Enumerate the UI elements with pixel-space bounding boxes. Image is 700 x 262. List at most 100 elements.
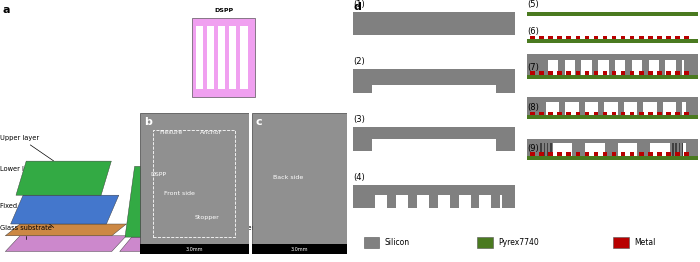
Bar — [548, 36, 553, 39]
Bar — [566, 71, 571, 75]
Bar — [648, 36, 652, 39]
Bar — [603, 152, 608, 156]
Bar — [630, 112, 634, 115]
Bar — [229, 26, 237, 89]
Bar — [539, 152, 544, 156]
Bar — [367, 195, 375, 208]
Text: Metal: Metal — [634, 238, 655, 247]
Bar — [541, 61, 685, 75]
Bar — [679, 143, 680, 156]
Bar — [676, 71, 680, 75]
Bar — [566, 36, 571, 39]
Bar — [612, 71, 616, 75]
Polygon shape — [6, 224, 127, 236]
Bar — [617, 102, 624, 115]
Bar — [630, 71, 634, 75]
Bar — [540, 143, 553, 156]
Text: Lower layer: Lower layer — [0, 166, 53, 191]
Text: b: b — [144, 117, 152, 127]
Bar — [140, 244, 248, 254]
Bar — [566, 152, 571, 156]
Bar — [548, 152, 553, 156]
Bar — [372, 139, 496, 151]
Bar — [621, 36, 625, 39]
Bar — [539, 71, 544, 75]
Bar — [603, 36, 608, 39]
Bar — [639, 71, 643, 75]
Text: (5): (5) — [527, 0, 539, 9]
Bar — [541, 61, 547, 75]
Bar — [592, 61, 598, 75]
Text: (1): (1) — [353, 0, 365, 9]
Text: Flexure: Flexure — [144, 154, 216, 168]
Bar — [195, 26, 203, 89]
Bar — [557, 71, 562, 75]
Text: (7): (7) — [527, 63, 539, 72]
Text: Anchor: Anchor — [199, 130, 222, 135]
Bar — [575, 112, 580, 115]
Bar — [621, 112, 625, 115]
Bar — [572, 143, 585, 156]
Text: Flexure: Flexure — [160, 130, 183, 135]
Text: Stopper: Stopper — [205, 225, 256, 231]
Bar — [657, 152, 662, 156]
Bar — [584, 71, 589, 75]
Bar — [666, 71, 671, 75]
Bar — [363, 237, 379, 248]
Bar — [682, 143, 683, 156]
Text: DSPP: DSPP — [151, 172, 167, 177]
Text: (8): (8) — [527, 103, 539, 112]
Bar — [527, 156, 699, 160]
Bar — [477, 237, 493, 248]
Bar — [672, 143, 673, 156]
Bar — [612, 36, 616, 39]
Bar — [676, 112, 680, 115]
Bar — [621, 71, 625, 75]
Polygon shape — [10, 195, 119, 224]
Bar — [548, 71, 553, 75]
Text: c: c — [256, 117, 262, 127]
Bar — [387, 195, 396, 208]
Bar — [598, 102, 604, 115]
Bar — [648, 112, 652, 115]
Bar — [630, 152, 634, 156]
Bar — [685, 36, 689, 39]
Bar — [603, 71, 608, 75]
Bar — [240, 26, 248, 89]
Bar — [353, 127, 515, 151]
Text: DSPP: DSPP — [214, 8, 233, 13]
Bar — [206, 26, 214, 89]
Bar — [353, 195, 367, 208]
Bar — [540, 102, 686, 115]
Bar — [550, 143, 552, 156]
Bar — [540, 143, 686, 156]
Bar — [685, 152, 689, 156]
Bar — [657, 71, 662, 75]
Bar — [605, 143, 617, 156]
Bar — [353, 185, 515, 195]
Text: (6): (6) — [527, 27, 539, 36]
Polygon shape — [6, 236, 127, 252]
Polygon shape — [120, 237, 228, 252]
Bar — [218, 26, 225, 89]
Bar — [557, 36, 562, 39]
Bar — [575, 61, 581, 75]
Bar — [527, 54, 699, 75]
Bar — [648, 71, 652, 75]
Bar — [557, 152, 562, 156]
Bar — [657, 102, 663, 115]
Bar — [670, 143, 682, 156]
Text: a: a — [3, 5, 10, 15]
Bar — [527, 139, 699, 156]
Text: (4): (4) — [353, 173, 365, 182]
Bar — [676, 36, 680, 39]
Bar — [353, 69, 515, 93]
Bar — [566, 112, 571, 115]
Bar — [584, 152, 589, 156]
Text: Glass substrate: Glass substrate — [0, 225, 52, 239]
Bar — [603, 112, 608, 115]
Text: d: d — [353, 2, 361, 12]
Bar — [639, 152, 643, 156]
Bar — [540, 102, 545, 115]
Bar — [527, 115, 699, 119]
